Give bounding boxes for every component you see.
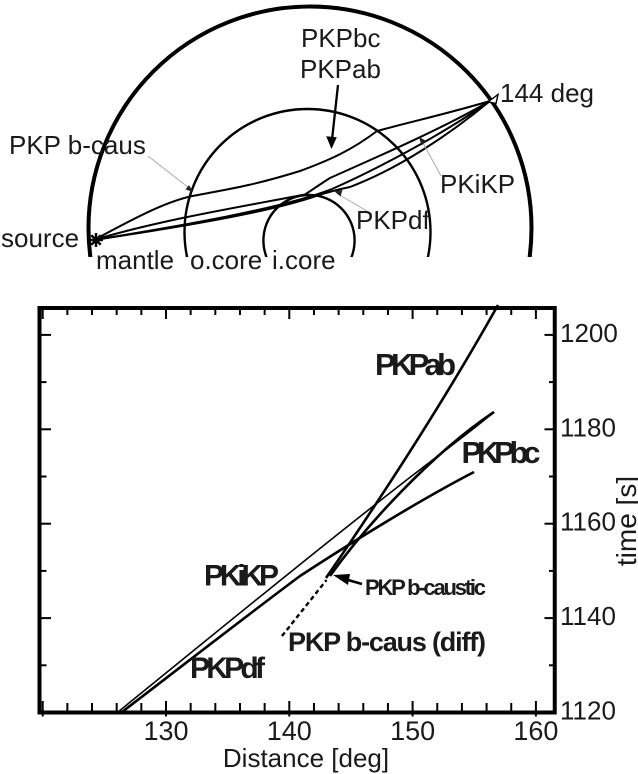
svg-text:PKPbc: PKPbc <box>462 435 541 470</box>
svg-text:source: source <box>1 223 79 253</box>
svg-text:PKiKP: PKiKP <box>204 560 279 593</box>
svg-text:140: 140 <box>267 716 312 746</box>
svg-text:i.core: i.core <box>272 245 336 275</box>
svg-text:144 deg: 144 deg <box>500 78 594 108</box>
svg-text:Distance [deg]: Distance [deg] <box>223 743 389 773</box>
svg-text:1180: 1180 <box>560 412 616 442</box>
svg-text:PKP b-caus (diff): PKP b-caus (diff) <box>288 627 486 657</box>
svg-text:PKPdf: PKPdf <box>190 652 266 685</box>
svg-text:PKPdf: PKPdf <box>356 205 430 235</box>
svg-text:PKiKP: PKiKP <box>440 169 515 199</box>
svg-text:160: 160 <box>513 716 558 746</box>
svg-text:time [s]: time [s] <box>611 476 638 566</box>
svg-text:PKPab: PKPab <box>300 54 381 84</box>
svg-text:1120: 1120 <box>560 696 616 726</box>
svg-text:PKP b-caustic: PKP b-caustic <box>365 575 486 600</box>
svg-text:130: 130 <box>143 716 188 746</box>
svg-text:1200: 1200 <box>560 318 618 348</box>
svg-text:PKPbc: PKPbc <box>301 23 381 53</box>
svg-text:mantle: mantle <box>96 245 174 275</box>
svg-text:o.core: o.core <box>190 245 262 275</box>
svg-text:PKP b-caus: PKP b-caus <box>9 130 146 160</box>
svg-text:150: 150 <box>390 716 435 746</box>
svg-text:1140: 1140 <box>560 601 616 631</box>
svg-text:1160: 1160 <box>560 507 616 537</box>
svg-text:PKPab: PKPab <box>375 347 456 382</box>
